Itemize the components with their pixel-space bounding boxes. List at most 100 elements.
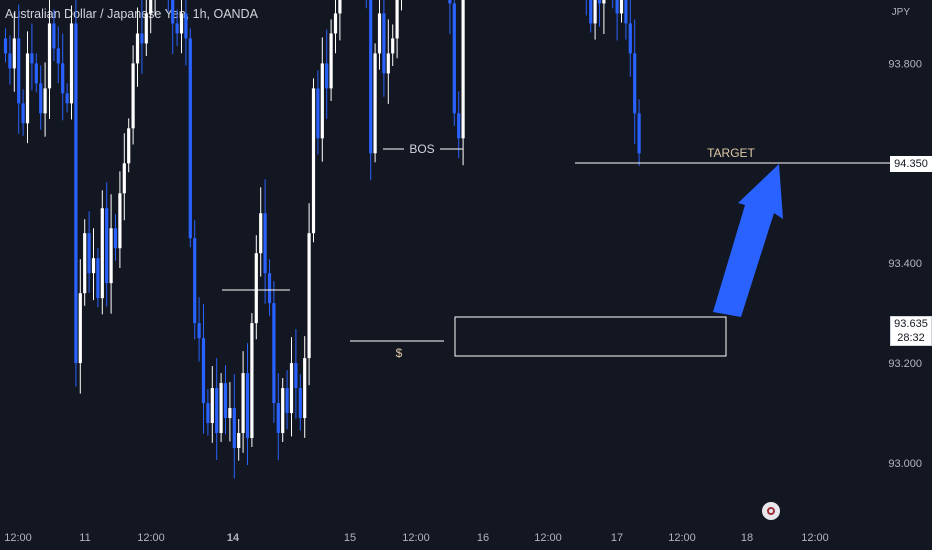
candle-body bbox=[193, 238, 197, 324]
x-tick-label: 17 bbox=[611, 532, 623, 544]
candle-body bbox=[382, 13, 386, 74]
candle-body bbox=[329, 33, 333, 89]
candle-body bbox=[285, 388, 289, 414]
candle-body bbox=[135, 33, 140, 64]
candle-body bbox=[373, 53, 377, 154]
y-tick-label: 93.200 bbox=[888, 358, 922, 370]
candle-body bbox=[272, 303, 276, 404]
candle-body bbox=[461, 0, 465, 139]
candle-body bbox=[105, 208, 109, 284]
y-tick-label: 93.800 bbox=[888, 58, 922, 70]
liquidity-label: $ bbox=[396, 346, 403, 360]
candle-body bbox=[144, 13, 148, 44]
candle-body bbox=[127, 128, 131, 164]
bos-label: BOS bbox=[409, 142, 434, 156]
bar-countdown: 28:32 bbox=[897, 332, 925, 344]
y-axis: 94.80094.60094.40094.20094.00093.80093.4… bbox=[888, 58, 922, 470]
candle-body bbox=[122, 163, 126, 194]
x-axis: 12:00 11 12:00 14 15 12:00 16 12:00 17 12:00 18 12:… bbox=[4, 532, 829, 544]
candle-body bbox=[223, 383, 228, 419]
candle-body bbox=[210, 388, 214, 424]
x-tick-label: 12:00 bbox=[668, 532, 696, 544]
candle-body bbox=[602, 0, 606, 4]
candle-body bbox=[377, 13, 382, 54]
candle-body bbox=[61, 63, 65, 94]
candle-body bbox=[307, 233, 311, 359]
candle-body bbox=[448, 0, 452, 4]
candle-body bbox=[43, 88, 47, 114]
y-tick-label: 93.000 bbox=[888, 458, 922, 470]
candle-body bbox=[232, 408, 236, 449]
candle-body bbox=[298, 388, 302, 419]
candle-body bbox=[597, 0, 602, 4]
candle-body bbox=[294, 363, 298, 389]
candle-body bbox=[140, 33, 144, 44]
x-tick-label: 12:00 bbox=[4, 532, 32, 544]
candle-body bbox=[386, 53, 390, 74]
candle-body bbox=[171, 0, 175, 24]
candle-body bbox=[74, 23, 78, 364]
candle-body bbox=[338, 0, 342, 14]
candle-body bbox=[311, 88, 316, 234]
last-price: 93.635 bbox=[894, 318, 928, 330]
candle-body bbox=[65, 93, 69, 104]
candle-body bbox=[228, 408, 232, 419]
candle-body bbox=[83, 233, 87, 294]
candle-body bbox=[25, 53, 30, 124]
candle-body bbox=[589, 0, 593, 24]
candle-body bbox=[8, 53, 12, 69]
candle-body bbox=[47, 23, 52, 89]
candle-body bbox=[320, 63, 324, 139]
candle-body bbox=[333, 13, 338, 34]
candle-body bbox=[289, 363, 294, 414]
candle-body bbox=[637, 113, 641, 154]
candle-body bbox=[69, 23, 74, 104]
target-label: TARGET bbox=[707, 146, 755, 160]
candle-body bbox=[369, 0, 373, 154]
x-tick-label: 12:00 bbox=[137, 532, 165, 544]
candle-body bbox=[179, 13, 184, 34]
tradingview-logo-icon[interactable] bbox=[762, 502, 780, 520]
candle-body bbox=[17, 38, 21, 104]
candle-body bbox=[628, 23, 632, 54]
candle-body bbox=[21, 103, 25, 124]
candle-body bbox=[34, 63, 38, 84]
candle-body bbox=[276, 403, 280, 434]
candle-body bbox=[52, 23, 56, 49]
target-arrow bbox=[713, 164, 783, 317]
chart-title: Australian Dollar / Japanese Yen, 1h, OA… bbox=[5, 7, 258, 21]
candle-body bbox=[457, 113, 461, 139]
candle-body bbox=[615, 0, 619, 14]
candle-body bbox=[91, 258, 96, 274]
candle-body bbox=[619, 0, 624, 14]
last-price-tag: 93.635 28:32 bbox=[890, 316, 932, 346]
candle-body bbox=[241, 373, 245, 434]
candle-body bbox=[316, 88, 320, 139]
candle-body bbox=[149, 0, 153, 14]
x-tick-label: 15 bbox=[344, 532, 356, 544]
candle-body bbox=[206, 403, 210, 424]
candle-body bbox=[184, 13, 188, 39]
x-tick-label: 11 bbox=[79, 532, 90, 544]
x-tick-label: 12:00 bbox=[801, 532, 829, 544]
candle-body bbox=[188, 38, 192, 239]
candle-body bbox=[219, 383, 223, 434]
candle-body bbox=[100, 208, 104, 299]
candle-body bbox=[118, 193, 122, 249]
candle-body bbox=[3, 38, 8, 54]
candle-body bbox=[259, 213, 263, 254]
candle-body bbox=[201, 338, 206, 404]
candle-body bbox=[96, 258, 100, 299]
candle-body bbox=[56, 48, 60, 64]
candle-body bbox=[325, 63, 329, 89]
x-tick-label: 12:00 bbox=[534, 532, 562, 544]
candle-body bbox=[254, 253, 258, 324]
x-tick-label: 18 bbox=[741, 532, 753, 544]
candle-body bbox=[12, 38, 16, 69]
x-tick-label: 12:00 bbox=[402, 532, 430, 544]
candle-body bbox=[395, 0, 399, 39]
candle-body bbox=[633, 53, 637, 114]
candle-body bbox=[30, 53, 34, 64]
candle-body bbox=[391, 38, 395, 54]
